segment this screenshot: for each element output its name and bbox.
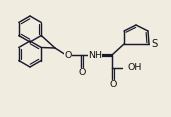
Text: O: O	[64, 51, 72, 60]
Text: OH: OH	[127, 64, 141, 73]
Text: O: O	[78, 68, 86, 77]
Text: NH: NH	[88, 51, 102, 60]
Text: O: O	[109, 80, 117, 89]
Text: S: S	[151, 39, 157, 49]
